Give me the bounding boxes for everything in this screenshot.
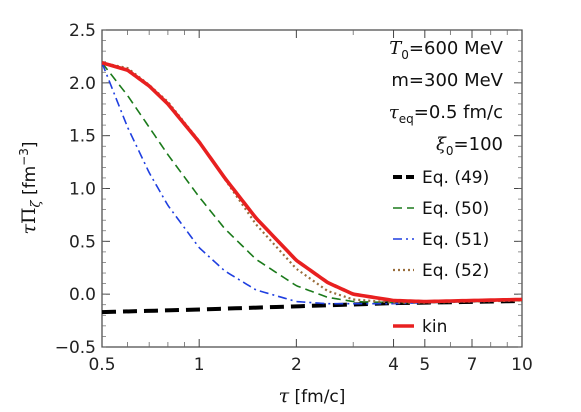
y-axis-title: τΠζ [fm−3] [17, 141, 44, 234]
y-tick-label: −0.5 [55, 338, 96, 358]
x-tick-label: 4 [388, 355, 399, 375]
y-tick-label: 0.0 [69, 285, 96, 305]
legend-label-eq-49: Eq. (49) [422, 168, 489, 188]
series-line-kin [101, 61, 523, 304]
annotation-anisotropy: ξ0=100 [436, 134, 503, 158]
x-tick-label: 2 [291, 355, 302, 375]
x-tick-label: 5 [419, 355, 430, 375]
annotation-initial-temperature: T0=600 MeV [389, 38, 503, 62]
x-tick-label: 7 [467, 355, 478, 375]
legend-label-eq-52: Eq. (52) [422, 261, 489, 281]
legend-label-eq-51: Eq. (51) [422, 230, 489, 250]
ticks-layer: −0.5 0.0 0.5 1.0 1.5 2.0 2.5 0.5 1 2 4 5 7 10 [55, 21, 533, 375]
y-tick-label: 2.0 [69, 74, 96, 94]
x-axis-title: τ [fm/c] [279, 385, 346, 407]
series-line-eq-49 [101, 299, 523, 315]
annotation-relaxation-time: τeq=0.5 fm/c [389, 102, 503, 126]
legend-label-kin: kin [422, 317, 447, 337]
y-tick-label: 2.5 [69, 21, 96, 41]
y-tick-label: 1.0 [69, 180, 96, 200]
x-tick-label: 1 [194, 355, 205, 375]
legend-label-eq-50: Eq. (50) [422, 199, 489, 219]
x-tick-label: 0.5 [88, 355, 115, 375]
x-tick-label: 10 [511, 355, 533, 375]
legend: Eq. (49) Eq. (50) Eq. (51) Eq. (52) kin [393, 168, 489, 337]
annotation-mass: m=300 MeV [391, 70, 503, 91]
y-tick-label: 0.5 [69, 232, 96, 252]
y-tick-label: 1.5 [69, 127, 96, 147]
series-layer [101, 61, 523, 315]
